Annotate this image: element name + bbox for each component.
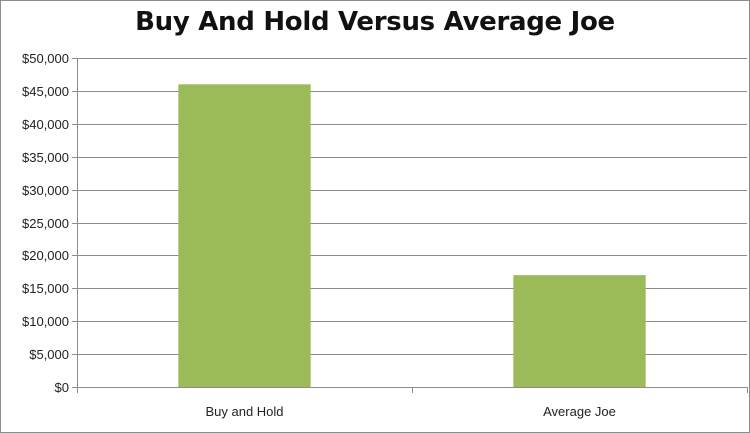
y-tick-label: $40,000: [22, 117, 69, 132]
y-tick-label: $0: [55, 380, 69, 395]
x-tick-label: Average Joe: [543, 404, 616, 419]
y-tick-label: $10,000: [22, 314, 69, 329]
y-tick-label: $25,000: [22, 216, 69, 231]
chart-title: Buy And Hold Versus Average Joe: [135, 7, 615, 37]
bar: [178, 84, 311, 387]
y-tick-label: $20,000: [22, 248, 69, 263]
y-tick-label: $50,000: [22, 51, 69, 66]
y-tick-label: $45,000: [22, 84, 69, 99]
y-tick-label: $15,000: [22, 281, 69, 296]
x-tick-label: Buy and Hold: [205, 404, 283, 419]
y-tick-label: $5,000: [29, 347, 69, 362]
y-tick-label: $35,000: [22, 150, 69, 165]
bar: [513, 275, 646, 387]
y-tick-label: $30,000: [22, 183, 69, 198]
